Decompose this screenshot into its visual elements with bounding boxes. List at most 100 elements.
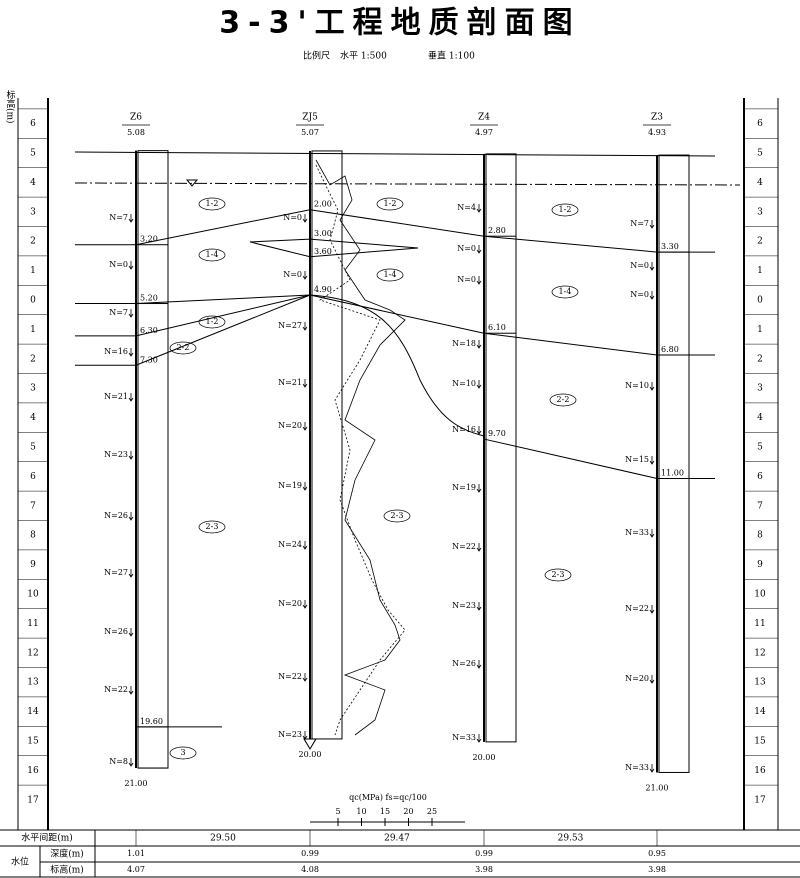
stratum-mark bbox=[551, 203, 579, 217]
spt-value: N=0 bbox=[630, 290, 649, 299]
cpt-curves bbox=[309, 159, 485, 736]
stratum-boundary bbox=[135, 209, 311, 246]
spt-arrow bbox=[128, 214, 134, 223]
stratum-label: 1-4 bbox=[384, 270, 397, 279]
hatch-zone bbox=[485, 235, 517, 334]
spt-value: N=19 bbox=[278, 481, 302, 490]
spt-arrow bbox=[476, 426, 482, 435]
spt-value: N=0 bbox=[630, 261, 649, 270]
spt-value: N=27 bbox=[104, 568, 128, 577]
spt-value: N=33 bbox=[625, 763, 649, 772]
scale-label: 11 bbox=[27, 619, 38, 629]
spt-arrow bbox=[649, 382, 655, 391]
hatch-zone bbox=[137, 726, 169, 769]
cpt-tick: 10 bbox=[356, 807, 366, 816]
spt-arrow bbox=[649, 675, 655, 684]
stratum-label: 2-3 bbox=[552, 570, 565, 579]
stratum-boundary bbox=[135, 294, 311, 337]
spt-arrow bbox=[649, 456, 655, 465]
scale-label: 16 bbox=[27, 766, 39, 776]
scale-label: 16 bbox=[754, 766, 766, 776]
table-depth: 1.01 bbox=[127, 849, 145, 858]
scale-label: 比例尺 bbox=[303, 50, 330, 62]
spt-arrow bbox=[649, 529, 655, 538]
stratum-boundary bbox=[309, 294, 485, 334]
spt-arrow bbox=[476, 602, 482, 611]
spt-value: N=0 bbox=[457, 244, 476, 253]
stratum-label: 2-2 bbox=[557, 395, 570, 404]
spt-arrow bbox=[128, 309, 134, 318]
elevation-label: 标高(m) bbox=[5, 89, 16, 124]
spt-arrow bbox=[302, 600, 308, 609]
hatch-zone bbox=[137, 244, 169, 305]
scale-label: 3 bbox=[757, 384, 763, 394]
spt-value: N=33 bbox=[452, 733, 476, 742]
spt-arrow bbox=[128, 393, 134, 402]
ground-line bbox=[74, 151, 716, 157]
stratum-boundary bbox=[135, 294, 311, 366]
dot-column bbox=[658, 154, 690, 773]
spt-arrow bbox=[476, 543, 482, 552]
water-table bbox=[74, 182, 741, 186]
spt-value: N=27 bbox=[278, 321, 302, 330]
stratum-boundary bbox=[309, 209, 485, 237]
table-depth: 0.95 bbox=[648, 849, 666, 858]
scale-label: 11 bbox=[754, 619, 765, 629]
scale-label: 2 bbox=[757, 237, 763, 247]
stratum-mark bbox=[549, 393, 577, 407]
scale-label: 9 bbox=[30, 560, 36, 570]
scale-label: 4 bbox=[30, 413, 36, 423]
scale-label: 3 bbox=[30, 384, 36, 394]
spt-arrow bbox=[649, 764, 655, 773]
spt-arrow bbox=[128, 569, 134, 578]
spt-value: N=22 bbox=[104, 685, 128, 694]
stratum-boundary bbox=[135, 294, 311, 305]
borehole-elevation: 5.07 bbox=[301, 128, 319, 137]
spt-value: N=23 bbox=[278, 730, 302, 739]
spt-arrow bbox=[302, 322, 308, 331]
table-spacing: 29.50 bbox=[210, 834, 236, 844]
spt-value: N=7 bbox=[109, 213, 128, 222]
spt-value: N=0 bbox=[109, 260, 128, 269]
spt-arrow bbox=[302, 673, 308, 682]
borehole-depth: 21.00 bbox=[646, 783, 669, 792]
table: 水平间距(m) 水位 深度(m) 标高(m) bbox=[0, 829, 800, 878]
layer-depth: 19.60 bbox=[140, 717, 163, 726]
scale-label: 4 bbox=[30, 178, 36, 188]
spt-arrow bbox=[302, 541, 308, 550]
spt-arrow bbox=[649, 220, 655, 229]
depth-label: 深度(m) bbox=[50, 848, 84, 860]
stratum-label: 1-2 bbox=[206, 199, 219, 208]
spt-value: N=10 bbox=[625, 381, 649, 390]
spt-value: N=20 bbox=[278, 599, 302, 608]
elev-label: 标高(m) bbox=[50, 864, 84, 876]
stratum-boundary bbox=[483, 235, 658, 253]
spt-value: N=22 bbox=[452, 542, 476, 551]
stratum-boundary bbox=[483, 332, 658, 356]
scale-horizontal: 水平 1:500 bbox=[340, 50, 387, 62]
scale-label: 9 bbox=[757, 560, 763, 570]
scale-label: 2 bbox=[30, 237, 36, 247]
scale-label: 1 bbox=[757, 325, 763, 335]
dot-column bbox=[485, 153, 517, 743]
spt-value: N=18 bbox=[452, 339, 476, 348]
spt-arrow bbox=[302, 214, 308, 223]
borehole-name: Z3 bbox=[651, 113, 663, 123]
spt-arrow bbox=[302, 731, 308, 740]
stratum-label: 2-2 bbox=[177, 343, 190, 352]
spt-value: N=26 bbox=[104, 627, 128, 636]
stratum-mark bbox=[169, 341, 197, 355]
layer-depth: 6.80 bbox=[661, 345, 679, 354]
scale-label: 14 bbox=[27, 707, 39, 717]
scale-label: 6 bbox=[30, 119, 36, 129]
scale-label: 2 bbox=[30, 354, 36, 364]
borehole-elevation: 5.08 bbox=[127, 128, 145, 137]
scale-label: 15 bbox=[754, 737, 766, 747]
spt-arrow bbox=[649, 605, 655, 614]
layer-depth: 3.20 bbox=[140, 235, 158, 244]
table-spacing: 29.47 bbox=[384, 834, 410, 844]
spt-arrow bbox=[649, 262, 655, 271]
stratum-label: 3 bbox=[180, 748, 185, 757]
cpt-tick: 25 bbox=[427, 807, 437, 816]
